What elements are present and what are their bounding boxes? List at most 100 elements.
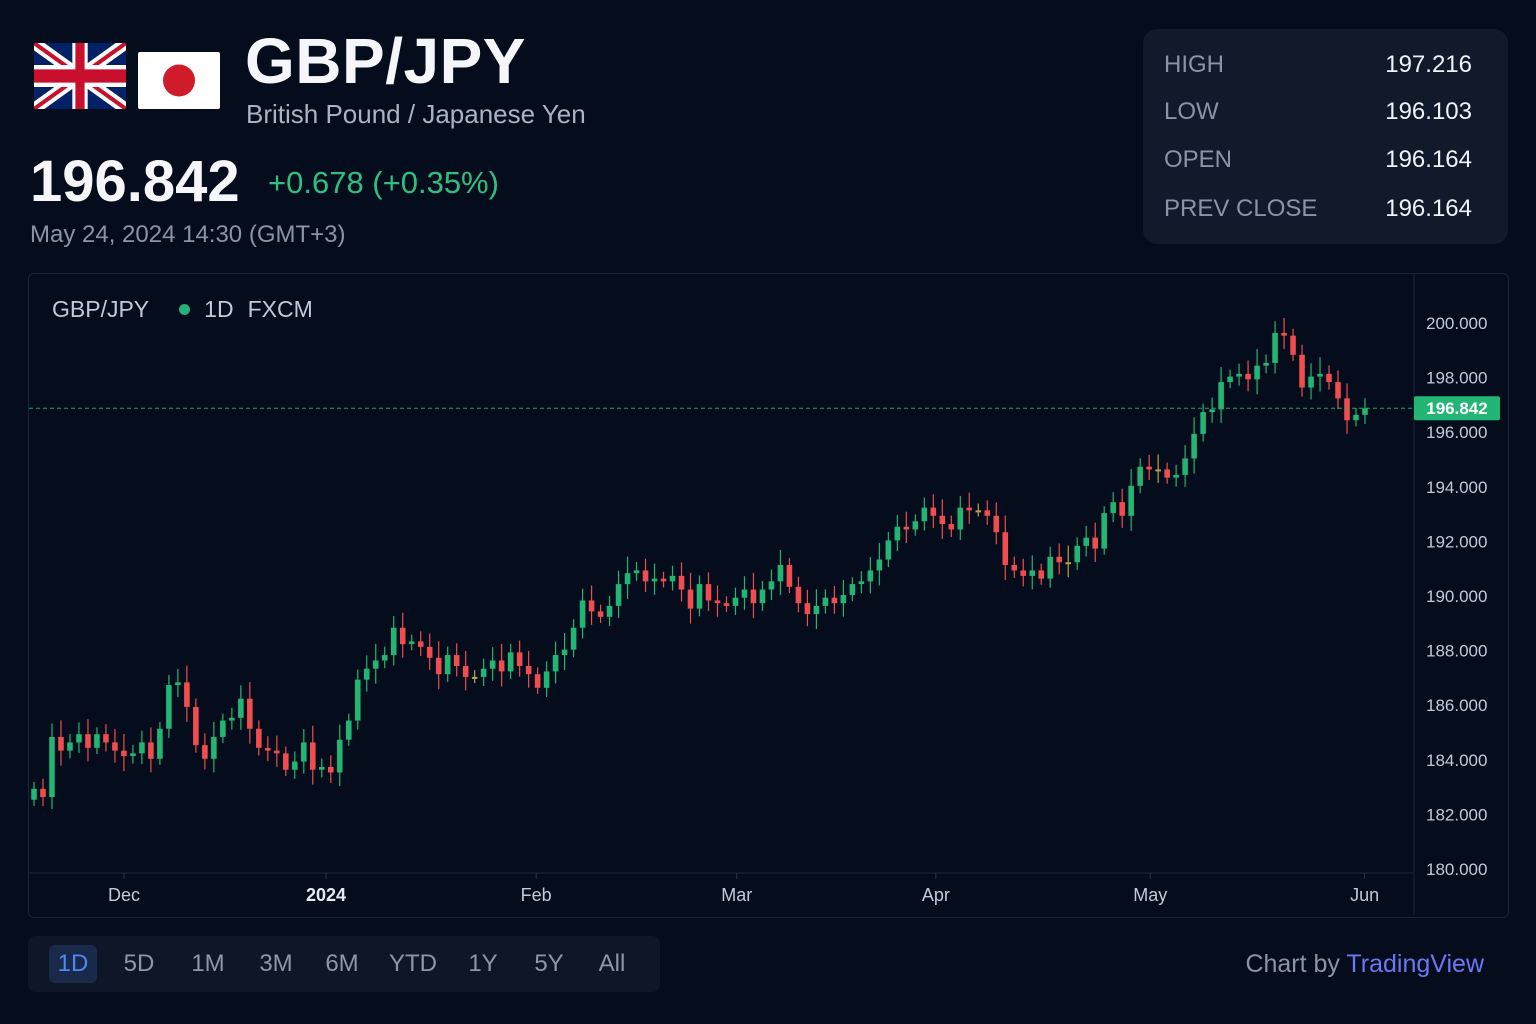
candle-body: [480, 668, 487, 677]
candle-body: [49, 736, 55, 798]
candle-body: [1128, 485, 1134, 516]
candle-body: [696, 584, 703, 609]
range-button-1y[interactable]: 1Y: [468, 950, 498, 977]
x-tick-label: Jun: [1350, 885, 1379, 905]
candle-body: [76, 734, 82, 743]
stat-value: 196.164: [1385, 146, 1472, 173]
candle-body: [831, 597, 838, 604]
candle-body: [94, 734, 100, 748]
stat-high: HIGH 197.216: [1164, 51, 1472, 81]
candle-body: [85, 734, 91, 748]
y-tick-label: 196.000: [1426, 423, 1487, 442]
candle-body: [1326, 373, 1332, 383]
candle-body: [1299, 354, 1305, 388]
candle-body: [426, 646, 433, 658]
current-price: 196.842: [30, 149, 240, 214]
y-tick-label: 188.000: [1426, 642, 1487, 661]
candle-body: [229, 717, 235, 721]
y-tick-label: 200.000: [1426, 314, 1487, 333]
candle-body: [1308, 376, 1314, 388]
candle-body: [741, 589, 748, 598]
candle-body: [903, 526, 910, 530]
range-button-all[interactable]: All: [598, 950, 626, 977]
y-tick-label: 184.000: [1426, 751, 1487, 770]
range-button-1d[interactable]: 1D: [49, 945, 97, 983]
candle-body: [948, 524, 955, 530]
candle-body: [471, 676, 478, 679]
candle-body: [822, 597, 829, 606]
candle-body: [1254, 365, 1260, 380]
stat-value: 196.103: [1385, 98, 1472, 125]
candle-body: [876, 559, 883, 571]
candle-body: [1335, 382, 1341, 399]
range-button-3m[interactable]: 3M: [259, 950, 293, 977]
y-tick-label: 182.000: [1426, 805, 1487, 824]
candle-body: [498, 660, 505, 672]
legend-source: FXCM: [247, 296, 313, 322]
candle-body: [1290, 335, 1296, 355]
pair-name: British Pound / Japanese Yen: [246, 99, 586, 129]
candle-body: [1137, 466, 1143, 486]
candle-body: [993, 515, 1000, 533]
candle-body: [516, 652, 523, 666]
candle-body: [1119, 502, 1125, 516]
candle-body: [894, 526, 901, 541]
candle-body: [642, 570, 649, 582]
candle-body: [58, 736, 64, 751]
stat-label: PREV CLOSE: [1164, 195, 1318, 222]
candle-body: [354, 679, 361, 721]
candle-body: [417, 641, 424, 647]
candle-body: [67, 742, 73, 751]
candle-body: [687, 589, 694, 609]
candle-body: [1209, 409, 1215, 413]
range-button-ytd[interactable]: YTD: [389, 950, 437, 977]
credit-prefix: Chart by: [1245, 950, 1340, 978]
tradingview-link[interactable]: TradingView: [1346, 950, 1484, 978]
x-tick-label: Apr: [922, 885, 950, 905]
candle-body: [966, 507, 973, 511]
range-button-5y[interactable]: 5Y: [534, 950, 564, 977]
candle-body: [795, 586, 802, 604]
candle-body: [256, 728, 262, 748]
chart-credit: Chart by TradingView: [1245, 950, 1484, 979]
candle-body: [327, 766, 334, 773]
candle-body: [759, 589, 766, 604]
candle-body: [121, 750, 127, 757]
last-price-badge: [1414, 396, 1500, 421]
candle-body: [301, 742, 307, 762]
candle-body: [1344, 398, 1350, 421]
chart-panel[interactable]: [28, 273, 1509, 918]
stat-label: OPEN: [1164, 146, 1233, 173]
candle-body: [1245, 373, 1251, 380]
range-button-5d[interactable]: 5D: [123, 950, 155, 977]
candle-body: [777, 564, 784, 582]
range-button-1m[interactable]: 1M: [191, 950, 225, 977]
candle-body: [1146, 466, 1152, 470]
candle-body: [579, 600, 586, 628]
price-timestamp: May 24, 2024 14:30 (GMT+3): [30, 221, 346, 248]
candle-body: [939, 515, 946, 525]
candle-body: [202, 745, 208, 759]
candle-body: [363, 668, 370, 680]
candle-body: [1110, 502, 1116, 514]
candle-body: [1047, 556, 1054, 579]
candle-body: [1173, 474, 1179, 478]
candle-body: [1353, 414, 1359, 421]
candle-body: [1227, 376, 1233, 383]
candle-body: [678, 575, 685, 590]
candle-body: [40, 788, 46, 798]
range-selector: 1D 5D 1M 3M 6M YTD 1Y 5Y All: [28, 936, 660, 992]
candle-body: [840, 595, 847, 604]
range-button-6m[interactable]: 6M: [325, 950, 359, 977]
uk-flag-icon: [34, 43, 126, 109]
candle-body: [318, 766, 325, 770]
candle-body: [1056, 556, 1063, 563]
stat-label: HIGH: [1164, 51, 1224, 78]
candle-body: [247, 698, 253, 729]
candle-body: [957, 507, 964, 530]
candle-body: [660, 578, 667, 582]
price-change: +0.678 (+0.35%): [268, 165, 499, 200]
candle-body: [390, 627, 397, 656]
candle-body: [1011, 564, 1018, 571]
